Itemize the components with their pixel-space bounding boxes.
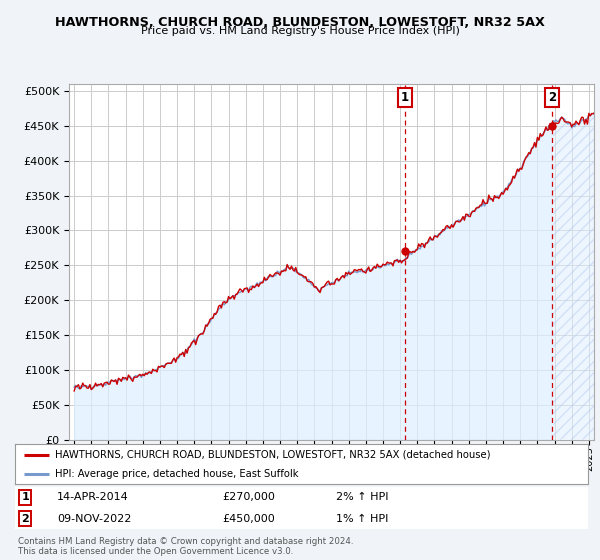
Text: 2: 2 xyxy=(22,514,29,524)
Text: 2% ↑ HPI: 2% ↑ HPI xyxy=(336,492,389,502)
Text: 1: 1 xyxy=(22,492,29,502)
Text: 1% ↑ HPI: 1% ↑ HPI xyxy=(336,514,388,524)
Text: £270,000: £270,000 xyxy=(222,492,275,502)
Text: 14-APR-2014: 14-APR-2014 xyxy=(57,492,129,502)
Text: HAWTHORNS, CHURCH ROAD, BLUNDESTON, LOWESTOFT, NR32 5AX (detached house): HAWTHORNS, CHURCH ROAD, BLUNDESTON, LOWE… xyxy=(55,450,491,460)
Text: This data is licensed under the Open Government Licence v3.0.: This data is licensed under the Open Gov… xyxy=(18,547,293,556)
Text: £450,000: £450,000 xyxy=(222,514,275,524)
Text: 09-NOV-2022: 09-NOV-2022 xyxy=(57,514,131,524)
Text: 2: 2 xyxy=(548,91,556,105)
Text: Price paid vs. HM Land Registry's House Price Index (HPI): Price paid vs. HM Land Registry's House … xyxy=(140,26,460,36)
Text: HAWTHORNS, CHURCH ROAD, BLUNDESTON, LOWESTOFT, NR32 5AX: HAWTHORNS, CHURCH ROAD, BLUNDESTON, LOWE… xyxy=(55,16,545,29)
Text: HPI: Average price, detached house, East Suffolk: HPI: Average price, detached house, East… xyxy=(55,469,299,479)
Text: 1: 1 xyxy=(401,91,409,105)
Text: Contains HM Land Registry data © Crown copyright and database right 2024.: Contains HM Land Registry data © Crown c… xyxy=(18,537,353,546)
